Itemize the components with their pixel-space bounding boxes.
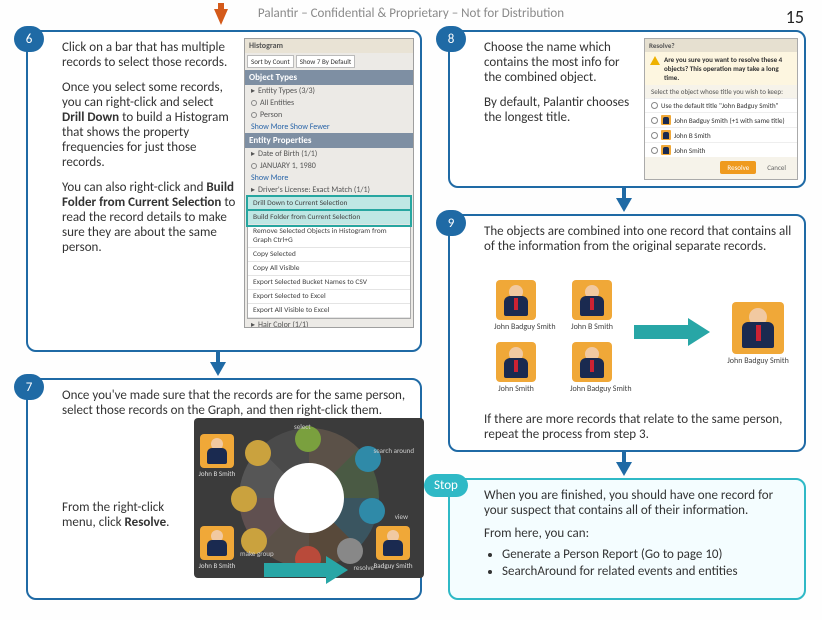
radial-menu: John B Smith John B Smith Badguy Smith s… (194, 418, 424, 578)
step-9-badge: 9 (436, 210, 466, 236)
step-9-p2: If there are more records that relate to… (484, 412, 794, 442)
section-object-types: Object Types (245, 70, 413, 85)
row-all-entities[interactable]: All Entities (245, 97, 413, 109)
stop-box: Stop When you are finished, you should h… (448, 478, 806, 600)
step-6-p3: You can also right-click and Build Folde… (62, 180, 238, 255)
warning-icon (650, 56, 660, 65)
dialog-warning: Are you sure you want to resolve these 4… (645, 52, 797, 85)
dob-row[interactable]: JANUARY 1, 1980 (245, 160, 413, 172)
avatar-4: John Badguy Smith (570, 342, 614, 394)
dialog-opt-3[interactable]: John B Smith (645, 127, 797, 142)
step-6-box: 6 Click on a bar that has multiple recor… (26, 30, 422, 352)
page-number: 15 (786, 6, 804, 28)
step-9-p1: The objects are combined into one record… (484, 224, 794, 254)
ctx-export-sel[interactable]: Export Selected to Excel (248, 290, 410, 304)
radial-add[interactable] (245, 440, 271, 466)
stop-bullet-1: Generate a Person Report (Go to page 10) (502, 547, 794, 562)
dialog-opt-4[interactable]: John Smith (645, 142, 797, 157)
step-8-box: 8 Choose the name which contains the mos… (448, 30, 806, 188)
avatar-1: John Badguy Smith (494, 280, 538, 332)
step-7-p2: From the right-click menu, click Resolve… (62, 500, 182, 530)
histogram-toolbar: Sort by Count Show 7 By Default (245, 53, 413, 70)
avatar-merged: John Badguy Smith (726, 302, 790, 366)
dialog-subtitle: Select the object whose title you wish t… (645, 85, 797, 98)
dialog-opt-2[interactable]: John Badguy Smith (+1 with same title) (645, 112, 797, 127)
step-8-p2: By default, Palantir chooses the longest… (484, 95, 640, 125)
dialog-opt-default[interactable]: Use the default title "John Badguy Smith… (645, 98, 797, 112)
dialog-cancel-button[interactable]: Cancel (760, 161, 793, 174)
graph-avatar-3[interactable]: Badguy Smith (376, 526, 410, 566)
avatar-2: John B Smith (570, 280, 614, 332)
hair-head[interactable]: ▸ Hair Color (1/1) (245, 319, 413, 328)
row-person[interactable]: Person (245, 109, 413, 121)
ctx-export-csv[interactable]: Export Selected Bucket Names to CSV (248, 276, 410, 290)
context-menu: Drill Down to Current Selection Build Fo… (247, 196, 411, 319)
dob-head[interactable]: ▸ Date of Birth (1/1) (245, 148, 413, 160)
radial-publish[interactable] (231, 486, 257, 512)
dialog-resolve-button[interactable]: Resolve (720, 161, 756, 174)
ctx-copy-all[interactable]: Copy All Visible (248, 262, 410, 276)
ctx-export-all[interactable]: Export All Visible to Excel (248, 304, 410, 318)
show-dropdown[interactable]: Show 7 By Default (296, 55, 355, 68)
ctx-build-folder[interactable]: Build Folder from Current Selection (248, 211, 410, 225)
ctx-copy-sel[interactable]: Copy Selected (248, 248, 410, 262)
step-8-p1: Choose the name which contains the most … (484, 40, 640, 85)
stop-badge: Stop (424, 474, 468, 497)
avatar-3: John Smith (494, 342, 538, 394)
step-7-p1: Once you've made sure that the records a… (62, 388, 410, 418)
step-7-box: 7 Once you've made sure that the records… (26, 378, 422, 600)
histogram-title: Histogram (245, 39, 413, 53)
dialog-title: Resolve? (645, 39, 797, 52)
step-6-badge: 6 (14, 26, 44, 52)
graph-avatar-2[interactable]: John B Smith (200, 526, 234, 566)
step-6-p1: Click on a bar that has multiple records… (62, 40, 238, 70)
ctx-drill-down[interactable]: Drill Down to Current Selection (248, 197, 410, 211)
dl-head[interactable]: ▸ Driver's License: Exact Match (1/1) (245, 184, 413, 196)
continuation-arrow-icon (214, 9, 228, 25)
step-8-badge: 8 (436, 26, 466, 52)
ctx-remove[interactable]: Remove Selected Objects in Histogram fro… (248, 225, 410, 248)
histogram-panel: Histogram Sort by Count Show 7 By Defaul… (244, 38, 414, 328)
stop-bullet-2: SearchAround for related events and enti… (502, 564, 794, 579)
show-more-1[interactable]: Show More Show Fewer (245, 121, 413, 133)
step-6-p2: Once you select some records, you can ri… (62, 80, 238, 170)
flow-9-stop-arrow-icon (616, 462, 632, 476)
flow-6-7-arrow-icon (210, 362, 226, 376)
show-more-2[interactable]: Show More (245, 172, 413, 184)
stop-bullets: Generate a Person Report (Go to page 10)… (484, 547, 794, 579)
entity-types-head[interactable]: ▸ Entity Types (3/3) (245, 85, 413, 97)
resolve-dialog: Resolve? Are you sure you want to resolv… (644, 38, 798, 180)
section-entity-props: Entity Properties (245, 133, 413, 148)
confidential-text: Palantir – Confidential & Proprietary – … (0, 6, 822, 21)
radial-ring (239, 428, 379, 568)
step-7-badge: 7 (14, 374, 44, 400)
sort-dropdown[interactable]: Sort by Count (247, 55, 294, 68)
stop-p1: When you are finished, you should have o… (484, 488, 794, 518)
page-header: Palantir – Confidential & Proprietary – … (0, 6, 822, 26)
radial-view[interactable] (359, 498, 385, 524)
step-9-box: 9 The objects are combined into one reco… (448, 214, 806, 452)
stop-p2: From here, you can: (484, 526, 794, 541)
flow-8-9-arrow-icon (616, 198, 632, 212)
graph-avatar-1[interactable]: John B Smith (200, 434, 234, 474)
